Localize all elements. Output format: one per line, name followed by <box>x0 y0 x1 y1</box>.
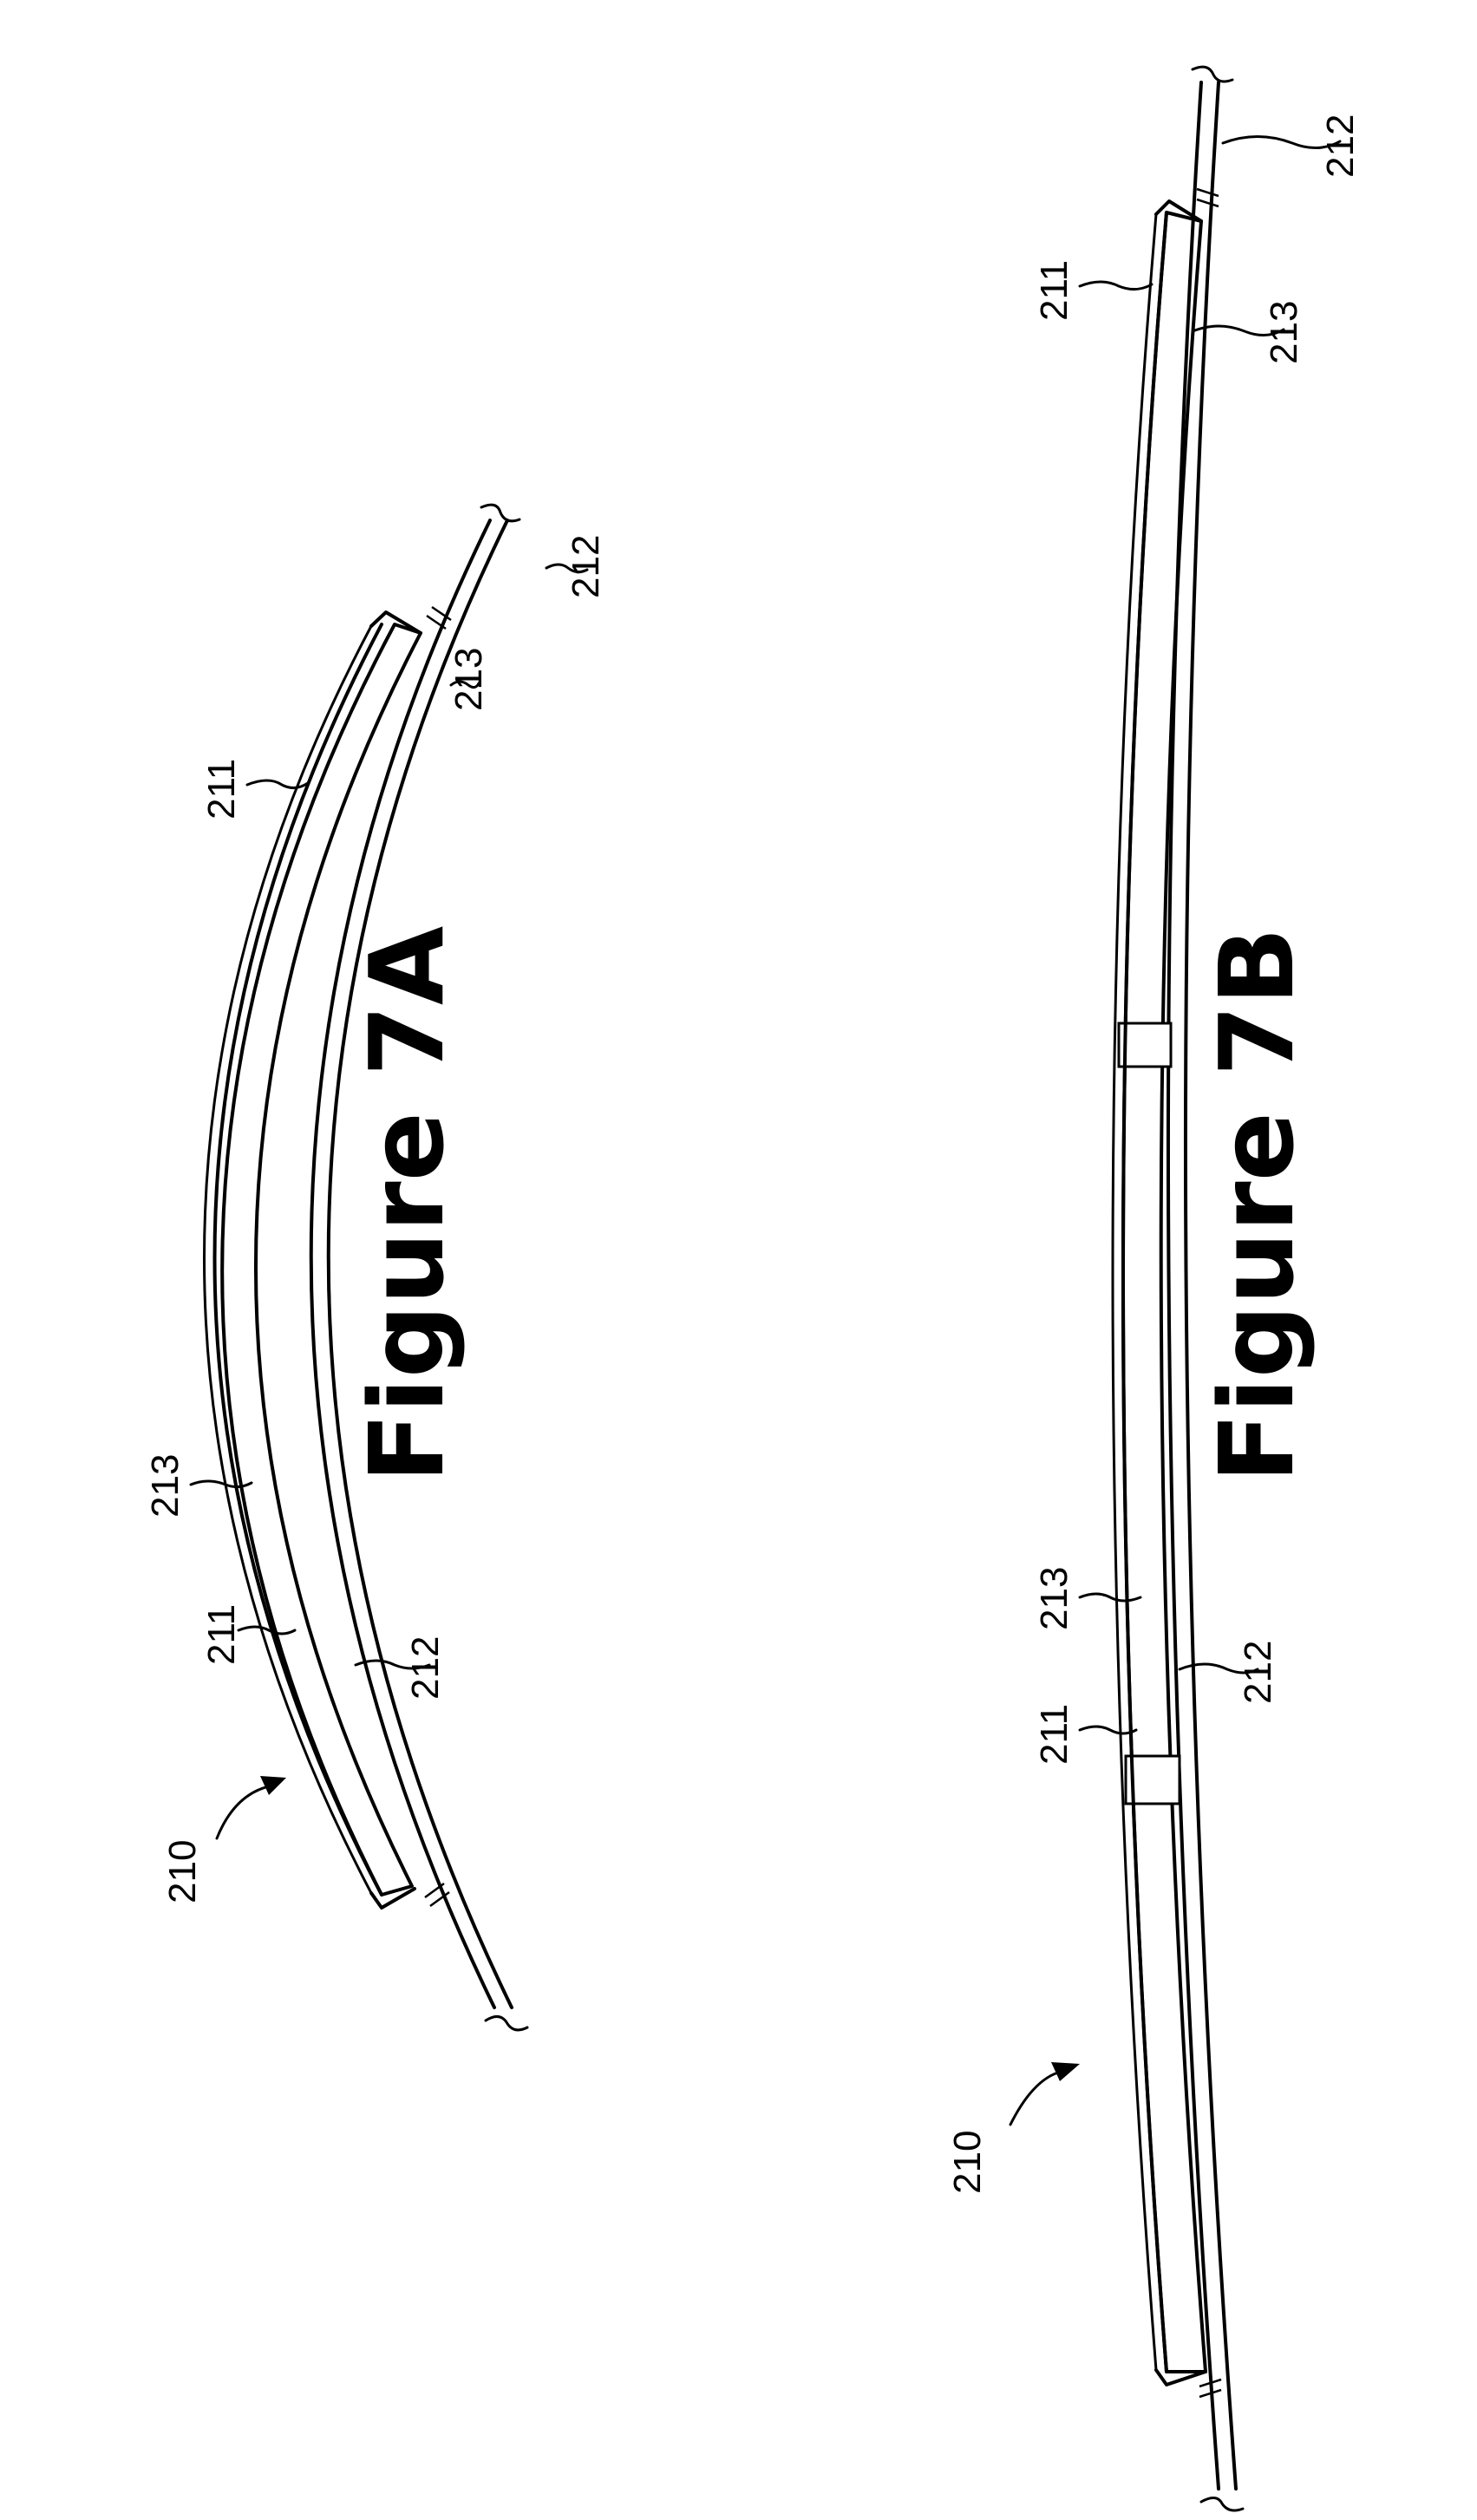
ref-210-label-7b: 210 <box>946 2131 989 2194</box>
ref-210-7b: 210 <box>946 2062 1080 2194</box>
break-mark-top-7a <box>481 505 520 521</box>
figure-7a-caption: Figure 7A <box>347 926 467 1483</box>
sheet-211-inner-7b <box>1113 214 1156 2370</box>
arrowhead-210-7a <box>260 1776 286 1795</box>
ref-211-upper-7b: 211 <box>1033 260 1152 321</box>
figure-7b: 210 211 211 213 213 212 212 Figure 7B <box>946 67 1362 2510</box>
fastener-top-7b <box>1197 189 1219 206</box>
ref-211-upper-label-7a: 211 <box>200 759 243 819</box>
ref-213-lower-label-7a: 213 <box>448 648 490 711</box>
ref-213-upper-label-7a: 213 <box>144 1454 186 1518</box>
ref-212-upper-7a: 212 <box>546 535 607 598</box>
ref-213-upper-7b: 213 <box>1033 1567 1140 1630</box>
ref-213-lower-7a: 213 <box>448 648 490 711</box>
leader-211-upper-7b <box>1080 282 1152 290</box>
break-mark-bottom-7b <box>1201 2497 1243 2510</box>
ref-213-lower-label-7b: 213 <box>1263 301 1305 364</box>
leader-210-7b <box>1010 2073 1058 2125</box>
figure-7a: 210 211 211 213 213 212 212 Figure 7A <box>144 505 607 2030</box>
ref-212-lower-7a: 212 <box>356 1636 447 1700</box>
ref-211-upper-label-7b: 211 <box>1033 260 1075 321</box>
ref-213-upper-label-7b: 213 <box>1033 1567 1075 1630</box>
leader-210-7a <box>217 1786 269 1838</box>
break-mark-bottom-7a <box>486 2016 527 2029</box>
ref-210-7a: 210 <box>161 1776 286 1903</box>
ref-211-lower-label-7a: 211 <box>200 1604 243 1665</box>
ref-211-lower-label-7b: 211 <box>1033 1704 1075 1765</box>
leader-213-upper-7b <box>1080 1594 1140 1601</box>
ref-212-upper-label-7a: 212 <box>565 535 607 598</box>
ref-213-lower-7b: 213 <box>1193 301 1305 364</box>
ref-210-label-7a: 210 <box>161 1840 204 1903</box>
leader-211-lower-7b <box>1080 1727 1136 1733</box>
ref-213-upper-7a: 213 <box>144 1454 252 1518</box>
figure-7b-caption: Figure 7B <box>1197 927 1317 1483</box>
leader-211-lower-7a <box>239 1627 295 1634</box>
ref-212-upper-7b: 212 <box>1223 114 1362 178</box>
ref-211-upper-7a: 211 <box>200 759 308 819</box>
break-mark-top-7b <box>1193 67 1232 82</box>
arrowhead-210-7b <box>1051 2062 1080 2081</box>
